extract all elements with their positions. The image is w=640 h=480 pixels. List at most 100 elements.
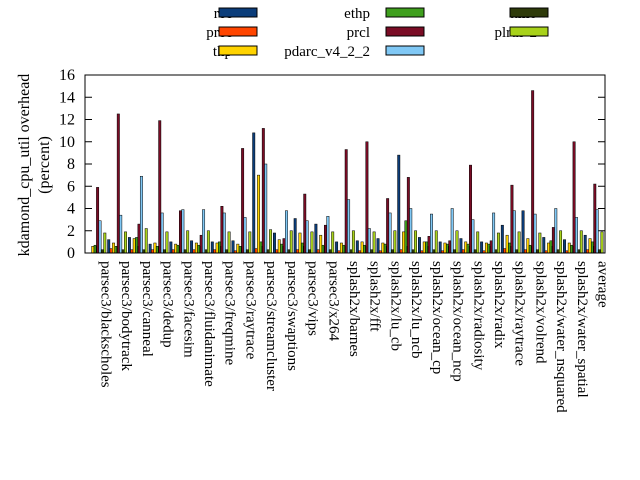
bar-plrus-2 [372,231,376,254]
bar-thp [257,174,260,254]
bar-prcl [303,193,307,254]
bar-plrus-2 [455,230,459,254]
bar-ttmo [411,249,415,254]
bar-rec [397,154,401,254]
bar-prcl [261,128,265,254]
bar-prec [254,248,258,254]
bar-pdarc_v4_2_2 [98,220,102,254]
bar-ttmo [266,249,270,254]
bar-thp [464,241,468,254]
bar-rec [231,240,235,254]
bar-pdarc_v4_2_2 [430,213,433,254]
bar-pdarc_v4_2_2 [533,213,537,254]
legend-swatch [385,26,425,37]
legend-swatch [385,7,425,18]
bar-thp [194,242,198,254]
bar-plrus-2 [476,231,480,254]
bar-thp [339,242,343,254]
legend-label: ethp [344,6,370,22]
bar-pdarc_v4_2_2 [284,210,288,254]
bar-rec [314,223,318,254]
bar-pdarc_v4_2_2 [243,217,247,254]
x-tick-label: splash2x/volrend [532,261,548,364]
x-tick-label: splash2x/radix [491,261,507,349]
bar-ttmo [370,249,374,254]
bar-pdarc_v4_2_2 [222,212,226,254]
bar-pdarc_v4_2_2 [388,212,392,254]
bar-plrus-2 [393,230,397,254]
bar-ttmo [142,249,146,254]
bar-rec [107,239,111,254]
y-tick-label: 8 [67,156,75,173]
bar-thp [132,238,136,254]
bar-ttmo [473,249,477,254]
bar-prec [586,249,590,254]
bar-thp [174,243,178,254]
bar-ttmo [100,249,104,254]
x-tick-label: parsec3/x264 [325,261,341,341]
bar-pdarc_v4_2_2 [326,216,330,254]
bar-rec [169,241,173,254]
bar-prec [296,249,300,254]
bar-pdarc_v4_2_2 [139,175,143,254]
legend-swatch [385,45,425,56]
bar-ttmo [163,249,166,254]
bar-pdarc_v4_2_2 [492,212,496,254]
x-tick-label: parsec3/swaptions [284,261,300,371]
y-tick-label: 10 [59,134,75,151]
plot-area [91,90,604,254]
bar-prcl [572,141,576,254]
bar-prec [109,248,113,254]
bar-plrus-2 [496,232,500,254]
x-tick-label: parsec3/dedup [160,261,176,348]
bar-pdarc_v4_2_2 [264,163,268,254]
x-tick-label: splash2x/water_nsquared [553,261,569,413]
bar-prec [316,249,320,254]
bar-pdarc_v4_2_2 [409,208,413,254]
bar-plrus-2 [144,228,148,254]
bar-ttmo [287,249,291,254]
x-tick-label: parsec3/facesim [180,261,196,358]
bar-prec [130,249,134,254]
x-tick-label: splash2x/ocean_ncp [450,261,466,382]
y-tick-label: 4 [67,201,75,218]
y-axis-unit: (percent) [36,136,53,194]
bar-thp [298,232,302,254]
bar-ttmo [453,249,457,254]
bar-ttmo [121,249,125,254]
bar-rec [293,218,297,254]
bar-plrus-2 [538,232,542,254]
bar-pdarc_v4_2_2 [595,209,599,254]
x-tick-label: splash2x/raytrace [512,261,528,366]
legend: recprecthpethpprclpdarc_v4_2_2ttmoplrus-… [206,6,549,60]
legend-swatch [509,26,549,37]
y-axis-label: kdamond_cpu_util overhead (percent) [16,74,53,257]
bar-pdarc_v4_2_2 [347,199,351,254]
bar-prcl [386,198,390,254]
bar-prcl [158,120,162,254]
x-tick-label: parsec3/bodytrack [118,261,134,371]
x-tick-label: parsec3/raytrace [242,261,258,360]
y-axis: 0 2 4 6 8 10 12 14 16 [59,67,605,262]
bar-rec [272,232,276,254]
bar-plrus-2 [600,231,604,254]
y-tick-label: 12 [59,112,75,129]
bar-ttmo [494,249,498,254]
bar-ttmo [225,249,229,254]
x-tick-label: parsec3/freqmine [222,261,238,365]
bar-ttmo [204,249,208,254]
bar-prcl [241,148,245,254]
plot-frame [84,74,606,254]
x-tick-label: splash2x/lu_ncb [408,261,424,359]
bar-ttmo [598,249,602,254]
bar-pdarc_v4_2_2 [554,208,558,254]
bar-pdarc_v4_2_2 [450,208,454,254]
bar-thp [484,242,488,254]
bar-rec [252,132,256,254]
bar-ttmo [183,249,187,254]
bar-thp [381,242,385,254]
bar-thp [236,243,240,254]
bar-prec [192,249,196,254]
bar-prec [503,248,507,254]
